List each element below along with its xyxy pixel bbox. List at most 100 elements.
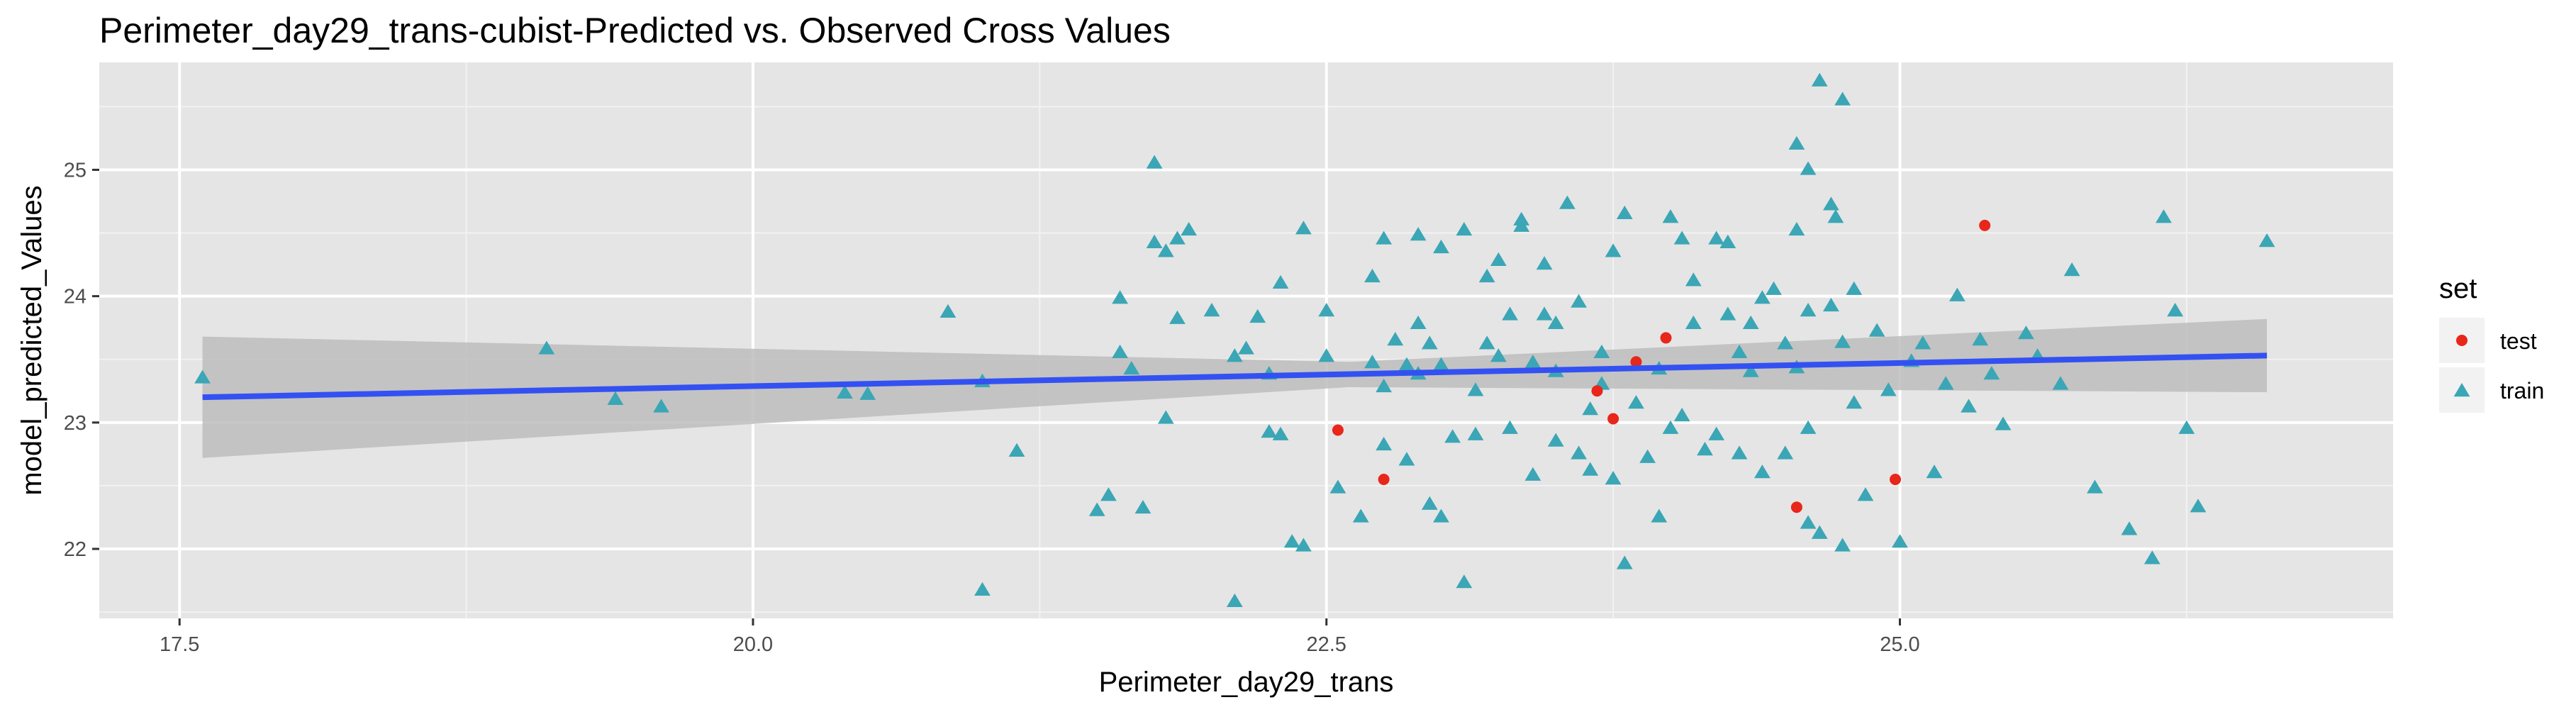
train-point [1387, 332, 1404, 346]
train-point [1398, 452, 1415, 466]
legend-label-test: test [2500, 328, 2537, 354]
train-point [2063, 262, 2080, 277]
train-point [1456, 221, 1473, 236]
train-point [1410, 227, 1427, 241]
train-point [1261, 424, 1278, 438]
data-points [194, 72, 2275, 608]
train-point [1593, 344, 1610, 359]
train-point [1181, 221, 1198, 236]
x-tick-label: 17.5 [160, 633, 199, 656]
train-point [1433, 239, 1449, 254]
train-point [974, 582, 991, 596]
train-point [1834, 91, 1851, 106]
train-point [1892, 534, 1908, 548]
train-point [1249, 308, 1266, 323]
train-point [1582, 462, 1599, 476]
train-point [1283, 534, 1300, 548]
train-point [607, 391, 624, 405]
test-point [1332, 424, 1344, 436]
train-point [2052, 376, 2069, 390]
train-point [1846, 395, 1863, 409]
test-point [1790, 501, 1802, 513]
train-point [1376, 436, 1392, 451]
train-point [1811, 72, 1828, 87]
train-point [2087, 479, 2103, 494]
train-point [1788, 135, 1805, 150]
train-point [1559, 195, 1576, 209]
train-point [538, 340, 555, 355]
confidence-band [202, 318, 2268, 458]
x-tick-label: 25.0 [1880, 633, 1919, 656]
train-point [1731, 445, 1748, 460]
train-point [1478, 335, 1495, 350]
test-point [1660, 332, 1672, 344]
train-point [1742, 363, 1759, 377]
train-point [1651, 508, 1668, 523]
train-point [1433, 508, 1449, 523]
train-point [1513, 218, 1530, 232]
train-point [1777, 335, 1794, 350]
train-point [1547, 315, 1564, 330]
train-point [2178, 420, 2195, 434]
train-point [1753, 465, 1771, 479]
train-point [1605, 471, 1622, 485]
train-point [1995, 416, 2012, 430]
train-point [1502, 306, 1518, 321]
train-point [1811, 525, 1828, 539]
train-point [1880, 382, 1897, 396]
train-point [2018, 326, 2034, 340]
train-point [1823, 196, 1839, 211]
train-point [1800, 161, 1817, 175]
train-point [1433, 357, 1449, 371]
x-tick-label: 20.0 [733, 633, 773, 656]
train-point [1226, 593, 1243, 608]
train-point [1639, 449, 1656, 463]
chart-title: Perimeter_day29_trans-cubist-Predicted v… [99, 11, 1171, 50]
test-point [1607, 413, 1619, 425]
train-point [1616, 205, 1633, 220]
train-point [1926, 465, 1943, 479]
train-point [1524, 355, 1541, 369]
train-point [1100, 487, 1117, 501]
train-point [859, 386, 876, 400]
train-point [1800, 420, 1817, 434]
train-point [1777, 445, 1794, 460]
train-point [1536, 256, 1553, 270]
train-point [1157, 243, 1174, 257]
train-point [939, 304, 957, 318]
train-point [1662, 209, 1679, 223]
train-point [2156, 209, 2172, 223]
train-point [1823, 297, 1839, 312]
train-point [1352, 508, 1369, 523]
test-point [1979, 219, 1991, 231]
train-point [1547, 433, 1564, 447]
train-point [1169, 310, 1186, 324]
train-point [1376, 378, 1392, 393]
train-point [1421, 496, 1438, 510]
train-point [1685, 272, 1702, 287]
train-point [1834, 334, 1851, 348]
train-point [1524, 467, 1541, 481]
train-point [1295, 538, 1312, 552]
train-point [1490, 348, 1507, 362]
train-point [1673, 407, 1690, 422]
train-point [1272, 426, 1289, 440]
train-point [1616, 555, 1633, 569]
train-point [1800, 303, 1817, 317]
train-point [1719, 234, 1736, 248]
train-point [1800, 515, 1817, 529]
train-point [1329, 479, 1346, 494]
train-point [1948, 287, 1966, 301]
y-tick-label: 22 [64, 538, 87, 561]
train-point [1146, 234, 1163, 248]
train-point [1203, 303, 1220, 317]
train-point [1846, 281, 1863, 295]
y-axis-title: model_predicted_Values [16, 185, 48, 495]
train-point [1421, 335, 1438, 350]
train-point [1719, 306, 1736, 321]
test-point [1630, 356, 1642, 368]
fit-line-group [202, 352, 2268, 401]
legend: set test train [2439, 273, 2544, 413]
train-point [1146, 155, 1163, 169]
